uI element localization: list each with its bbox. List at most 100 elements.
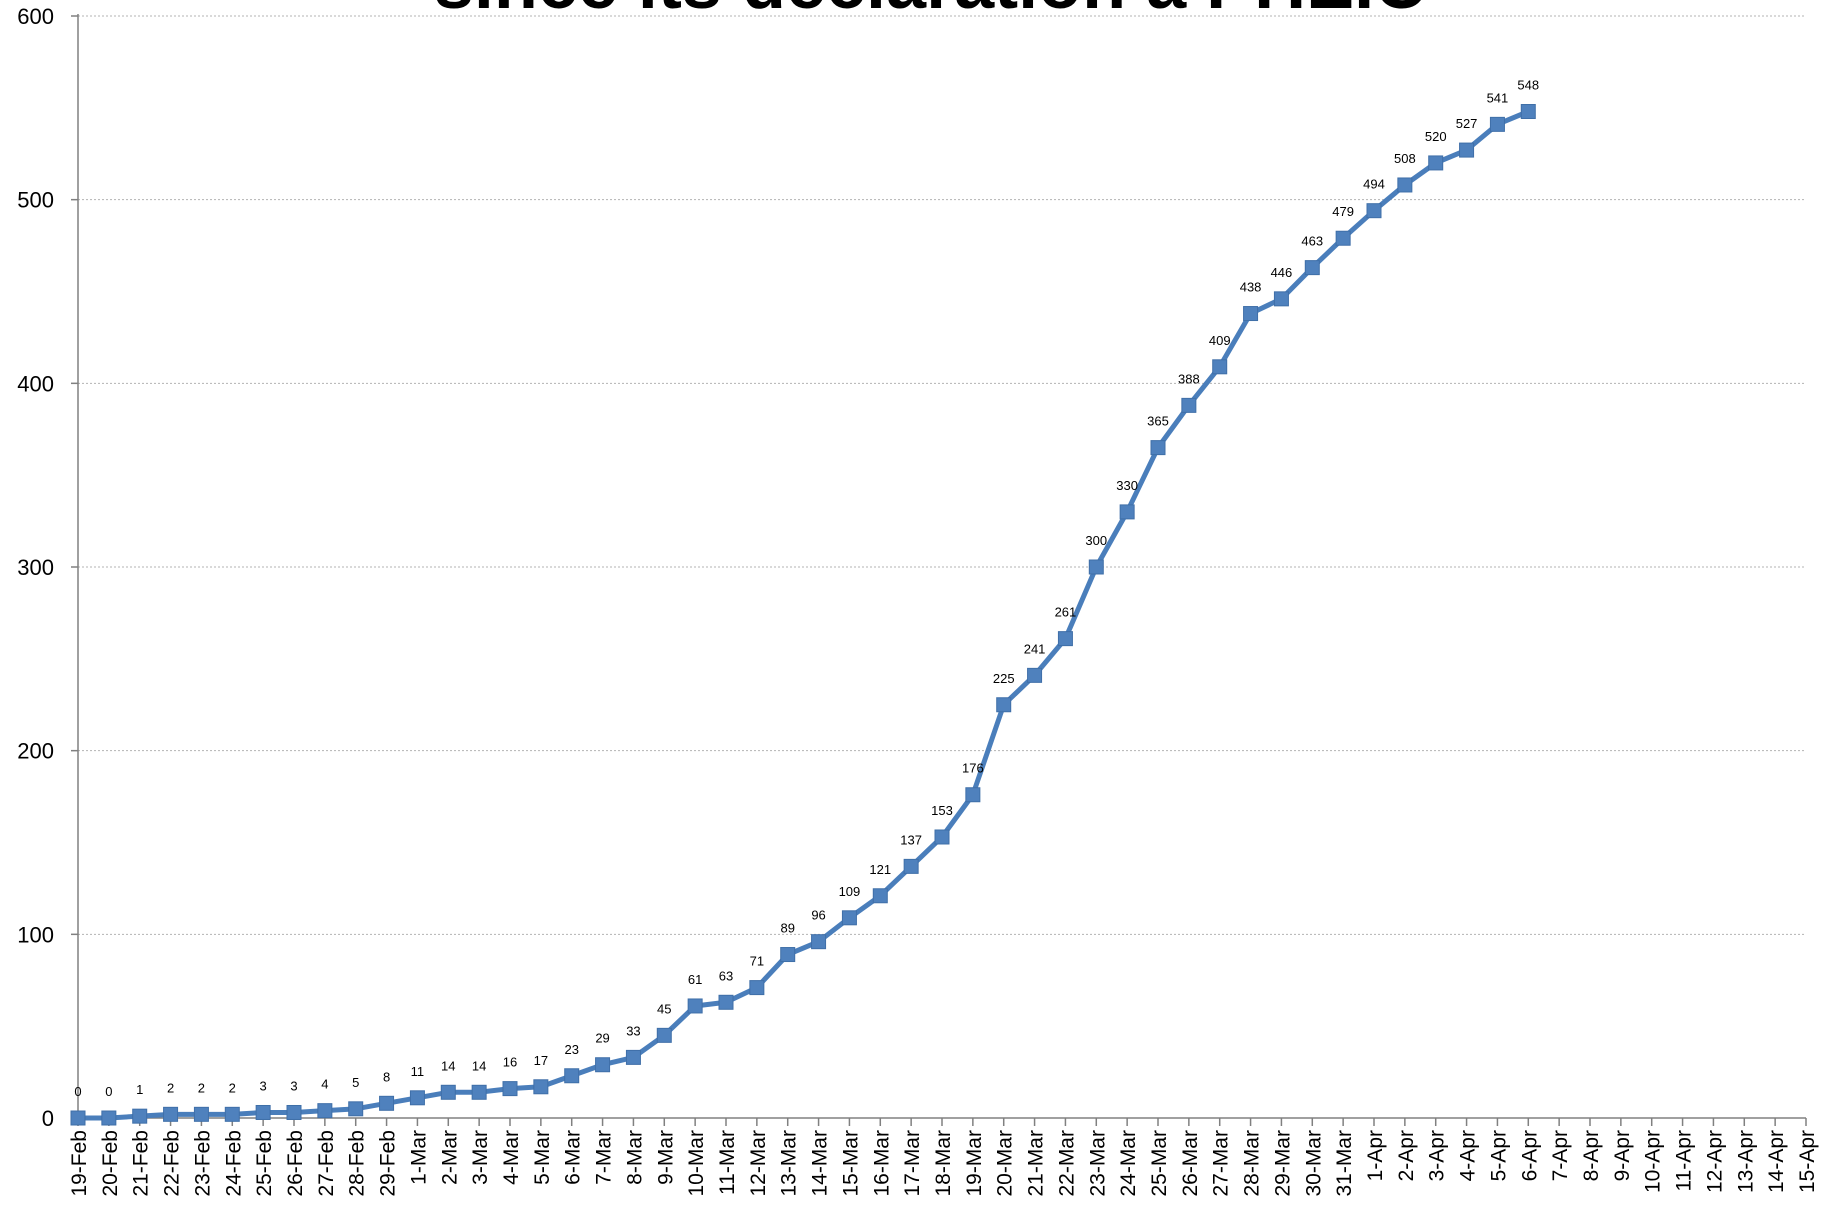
data-point bbox=[687, 998, 703, 1014]
data-label: 3 bbox=[260, 1078, 267, 1093]
y-tick-label: 500 bbox=[17, 188, 54, 213]
x-tick-label: 1-Apr bbox=[1364, 1130, 1387, 1181]
data-point bbox=[564, 1068, 580, 1084]
data-label: 479 bbox=[1332, 204, 1354, 219]
data-label: 261 bbox=[1055, 605, 1077, 620]
data-point bbox=[440, 1084, 456, 1100]
data-point bbox=[1150, 440, 1166, 456]
x-tick-label: 6-Apr bbox=[1518, 1130, 1541, 1181]
data-point bbox=[1273, 291, 1289, 307]
data-label: 388 bbox=[1178, 371, 1200, 386]
data-point bbox=[1397, 177, 1413, 193]
x-tick-label: 14-Mar bbox=[809, 1130, 832, 1197]
x-tick-label: 11-Mar bbox=[716, 1130, 739, 1195]
x-tick-label: 8-Mar bbox=[623, 1130, 646, 1185]
data-point bbox=[409, 1090, 425, 1106]
data-label: 8 bbox=[383, 1069, 390, 1084]
data-point bbox=[1304, 260, 1320, 276]
x-tick-label: 11-Apr bbox=[1673, 1130, 1696, 1191]
x-tick-label: 19-Mar bbox=[963, 1130, 986, 1197]
x-tick-label: 4-Mar bbox=[500, 1130, 523, 1185]
data-point bbox=[1489, 116, 1505, 132]
x-tick-label: 26-Feb bbox=[284, 1130, 307, 1197]
x-tick-label: 1-Mar bbox=[407, 1130, 430, 1185]
data-point bbox=[1520, 104, 1536, 120]
data-label: 409 bbox=[1209, 333, 1231, 348]
chart-title: since its declaration a PHEIC bbox=[434, 0, 1426, 24]
data-label: 153 bbox=[931, 803, 953, 818]
data-point bbox=[841, 910, 857, 926]
data-label: 494 bbox=[1363, 177, 1385, 192]
data-label: 23 bbox=[564, 1042, 578, 1057]
y-tick-label: 600 bbox=[17, 4, 54, 29]
x-tick-label: 4-Apr bbox=[1457, 1130, 1480, 1181]
data-label: 45 bbox=[657, 1001, 671, 1016]
data-label: 365 bbox=[1147, 414, 1169, 429]
y-tick-label: 100 bbox=[17, 922, 54, 947]
data-label: 14 bbox=[441, 1058, 455, 1073]
data-point bbox=[811, 934, 827, 950]
data-label: 33 bbox=[626, 1023, 640, 1038]
data-point bbox=[1428, 155, 1444, 171]
data-label: 1 bbox=[136, 1082, 143, 1097]
y-axis-ticks: 0 100 200 300 400 500 600 bbox=[17, 4, 78, 1131]
x-tick-label: 8-Apr bbox=[1580, 1130, 1603, 1181]
data-point bbox=[255, 1104, 271, 1120]
x-tick-label: 5-Apr bbox=[1487, 1130, 1510, 1181]
data-point bbox=[1027, 667, 1043, 683]
x-tick-label: 13-Apr bbox=[1734, 1130, 1757, 1193]
data-label: 176 bbox=[962, 761, 984, 776]
data-label: 137 bbox=[900, 832, 922, 847]
data-point bbox=[903, 858, 919, 874]
x-tick-label: 21-Feb bbox=[130, 1130, 153, 1197]
data-point bbox=[595, 1057, 611, 1073]
x-tick-label: 21-Mar bbox=[1025, 1130, 1048, 1197]
x-tick-label: 3-Mar bbox=[469, 1130, 492, 1185]
data-point bbox=[132, 1108, 148, 1124]
data-point bbox=[224, 1106, 240, 1122]
data-label: 438 bbox=[1240, 280, 1262, 295]
data-label: 225 bbox=[993, 671, 1015, 686]
series-cumulative bbox=[70, 104, 1536, 1126]
data-label: 2 bbox=[167, 1080, 174, 1095]
data-label: 5 bbox=[352, 1075, 359, 1090]
x-tick-label: 14-Apr bbox=[1765, 1130, 1788, 1193]
data-label: 89 bbox=[780, 921, 794, 936]
x-tick-label: 9-Mar bbox=[654, 1130, 677, 1185]
data-point bbox=[163, 1106, 179, 1122]
data-label: 527 bbox=[1456, 116, 1478, 131]
data-label: 241 bbox=[1024, 641, 1046, 656]
x-tick-label: 2-Apr bbox=[1395, 1130, 1418, 1181]
data-point bbox=[379, 1095, 395, 1111]
data-label: 300 bbox=[1085, 533, 1107, 548]
x-tick-label: 29-Feb bbox=[377, 1130, 400, 1197]
data-label: 63 bbox=[719, 968, 733, 983]
data-point bbox=[1366, 203, 1382, 219]
x-axis-ticks: 19-Feb 20-Feb 21-Feb 22-Feb 23-Feb 24-Feb 25-F… bbox=[68, 1118, 1819, 1197]
y-tick-label: 300 bbox=[17, 555, 54, 580]
x-tick-label: 10-Mar bbox=[685, 1130, 708, 1197]
x-tick-label: 3-Apr bbox=[1426, 1130, 1449, 1181]
data-label: 14 bbox=[472, 1058, 486, 1073]
data-point bbox=[502, 1081, 518, 1097]
x-tick-label: 28-Mar bbox=[1241, 1130, 1264, 1197]
data-point bbox=[1243, 306, 1259, 322]
x-tick-label: 9-Apr bbox=[1611, 1130, 1634, 1181]
data-point bbox=[317, 1103, 333, 1119]
x-tick-label: 7-Apr bbox=[1549, 1130, 1572, 1181]
x-tick-label: 15-Apr bbox=[1796, 1130, 1819, 1193]
gridlines bbox=[78, 15, 1806, 935]
data-label: 96 bbox=[811, 908, 825, 923]
data-point bbox=[996, 697, 1012, 713]
data-label: 2 bbox=[229, 1080, 236, 1095]
data-point bbox=[1057, 631, 1073, 647]
x-tick-label: 5-Mar bbox=[531, 1130, 554, 1185]
data-label: 17 bbox=[534, 1053, 548, 1068]
y-tick-label: 400 bbox=[17, 371, 54, 396]
data-point bbox=[471, 1084, 487, 1100]
data-point bbox=[780, 947, 796, 963]
data-label: 330 bbox=[1116, 478, 1138, 493]
x-tick-label: 27-Feb bbox=[315, 1130, 338, 1197]
